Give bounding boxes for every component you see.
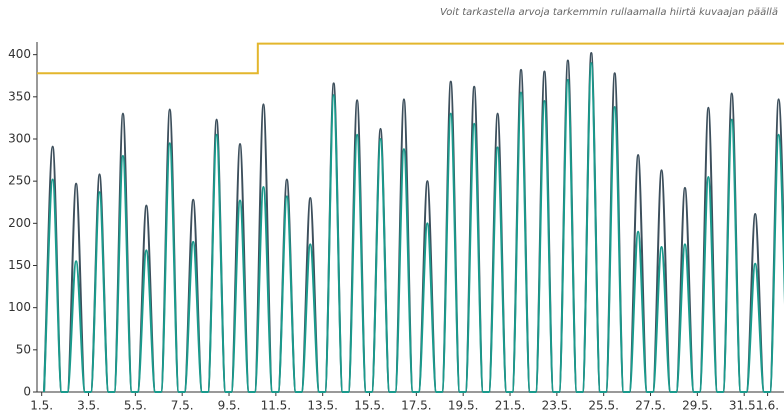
series-line bbox=[43, 62, 784, 393]
hint-note: Voit tarkastella arvoja tarkemmin rullaa… bbox=[440, 7, 778, 18]
x-tick-label: 17.5. bbox=[401, 399, 432, 413]
y-tick-label: 0 bbox=[23, 385, 31, 399]
y-tick-label: 100 bbox=[8, 300, 31, 314]
x-tick-label: 15.5. bbox=[354, 399, 385, 413]
x-tick-label: 23.5. bbox=[542, 399, 573, 413]
x-tick-label: 1.6. bbox=[756, 399, 779, 413]
x-tick-label: 25.5. bbox=[588, 399, 619, 413]
x-tick-label: 27.5. bbox=[635, 399, 666, 413]
y-tick-label: 250 bbox=[8, 174, 31, 188]
y-tick-label: 300 bbox=[8, 131, 31, 145]
x-tick-label: 1.5. bbox=[30, 399, 53, 413]
y-tick-label: 150 bbox=[8, 258, 31, 272]
x-tick-label: 19.5. bbox=[448, 399, 479, 413]
x-tick-label: 7.5. bbox=[171, 399, 194, 413]
x-tick-label: 9.5. bbox=[218, 399, 241, 413]
y-tick-label: 350 bbox=[8, 89, 31, 103]
y-tick-label: 50 bbox=[16, 342, 31, 356]
y-tick-label: 400 bbox=[8, 47, 31, 61]
x-tick-label: 5.5. bbox=[124, 399, 147, 413]
series-line bbox=[43, 51, 784, 393]
series-line bbox=[37, 42, 784, 75]
y-tick-label: 200 bbox=[8, 216, 31, 230]
x-tick-label: 31.5. bbox=[729, 399, 760, 413]
x-tick-label: 13.5. bbox=[307, 399, 338, 413]
x-tick-label: 21.5. bbox=[495, 399, 526, 413]
x-tick-label: 3.5. bbox=[77, 399, 100, 413]
x-tick-label: 11.5. bbox=[261, 399, 292, 413]
x-tick-label: 29.5. bbox=[682, 399, 713, 413]
